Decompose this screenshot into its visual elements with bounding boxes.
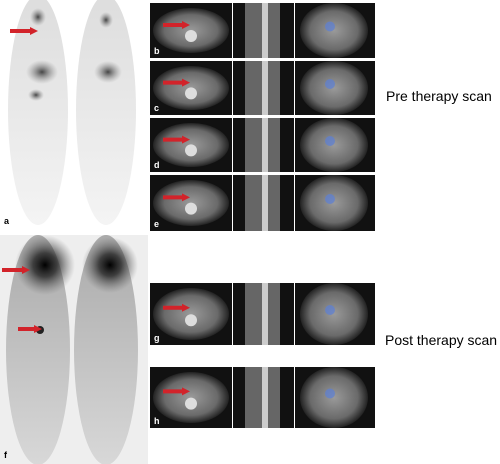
divider bbox=[232, 118, 233, 172]
ct-row: e bbox=[150, 175, 375, 231]
axial-body bbox=[153, 288, 229, 340]
divider bbox=[232, 175, 233, 231]
axial-body bbox=[153, 372, 229, 423]
divider bbox=[232, 61, 233, 115]
arrow-head bbox=[182, 135, 190, 144]
panel-label: d bbox=[154, 160, 160, 170]
panel-label: h bbox=[154, 416, 160, 426]
spine bbox=[262, 61, 268, 115]
arrow-head bbox=[182, 78, 190, 87]
coronal-body bbox=[300, 61, 368, 115]
coronal-body bbox=[300, 283, 368, 345]
uptake bbox=[325, 21, 335, 32]
ct-row: g bbox=[150, 283, 375, 345]
vertebra bbox=[185, 30, 197, 42]
caption: Post therapy scan bbox=[385, 332, 497, 348]
whole-body-pre: a bbox=[0, 0, 148, 232]
uptake bbox=[325, 305, 335, 315]
coronal-body bbox=[300, 175, 368, 231]
divider bbox=[294, 367, 295, 428]
caption: Pre therapy scan bbox=[386, 88, 492, 104]
uptake bbox=[325, 194, 335, 204]
divider bbox=[294, 283, 295, 345]
ct-row: d bbox=[150, 118, 375, 172]
uptake bbox=[325, 79, 335, 89]
whole-body-post: f bbox=[0, 235, 148, 464]
uptake bbox=[325, 136, 335, 146]
arrow-head bbox=[182, 387, 190, 396]
ct-panels: b c d e g h bbox=[150, 3, 375, 428]
spine bbox=[262, 118, 268, 172]
ct-row: c bbox=[150, 61, 375, 115]
vertebra bbox=[185, 144, 197, 157]
spine bbox=[262, 3, 268, 58]
vertebra bbox=[185, 202, 197, 215]
coronal-body bbox=[300, 118, 368, 172]
spine bbox=[262, 283, 268, 345]
ct-row: b bbox=[150, 3, 375, 58]
divider bbox=[294, 3, 295, 58]
panel-label: e bbox=[154, 219, 159, 229]
divider bbox=[232, 283, 233, 345]
arrow-head bbox=[182, 193, 190, 202]
panel-label: g bbox=[154, 333, 160, 343]
spine bbox=[262, 367, 268, 428]
divider bbox=[232, 367, 233, 428]
panel-label: c bbox=[154, 103, 159, 113]
uptake bbox=[325, 388, 335, 399]
divider bbox=[294, 175, 295, 231]
vertebra bbox=[185, 314, 197, 327]
arrow-head bbox=[182, 303, 190, 312]
vertebra bbox=[185, 87, 197, 100]
ct-row: h bbox=[150, 367, 375, 428]
divider bbox=[232, 3, 233, 58]
panel-label: b bbox=[154, 46, 160, 56]
coronal-body bbox=[300, 3, 368, 58]
divider bbox=[294, 118, 295, 172]
panel-label: f bbox=[4, 450, 8, 460]
coronal-body bbox=[300, 367, 368, 428]
divider bbox=[294, 61, 295, 115]
vertebra bbox=[185, 397, 197, 410]
panel-label: a bbox=[4, 216, 10, 226]
spine bbox=[262, 175, 268, 231]
arrow-head bbox=[182, 21, 190, 29]
